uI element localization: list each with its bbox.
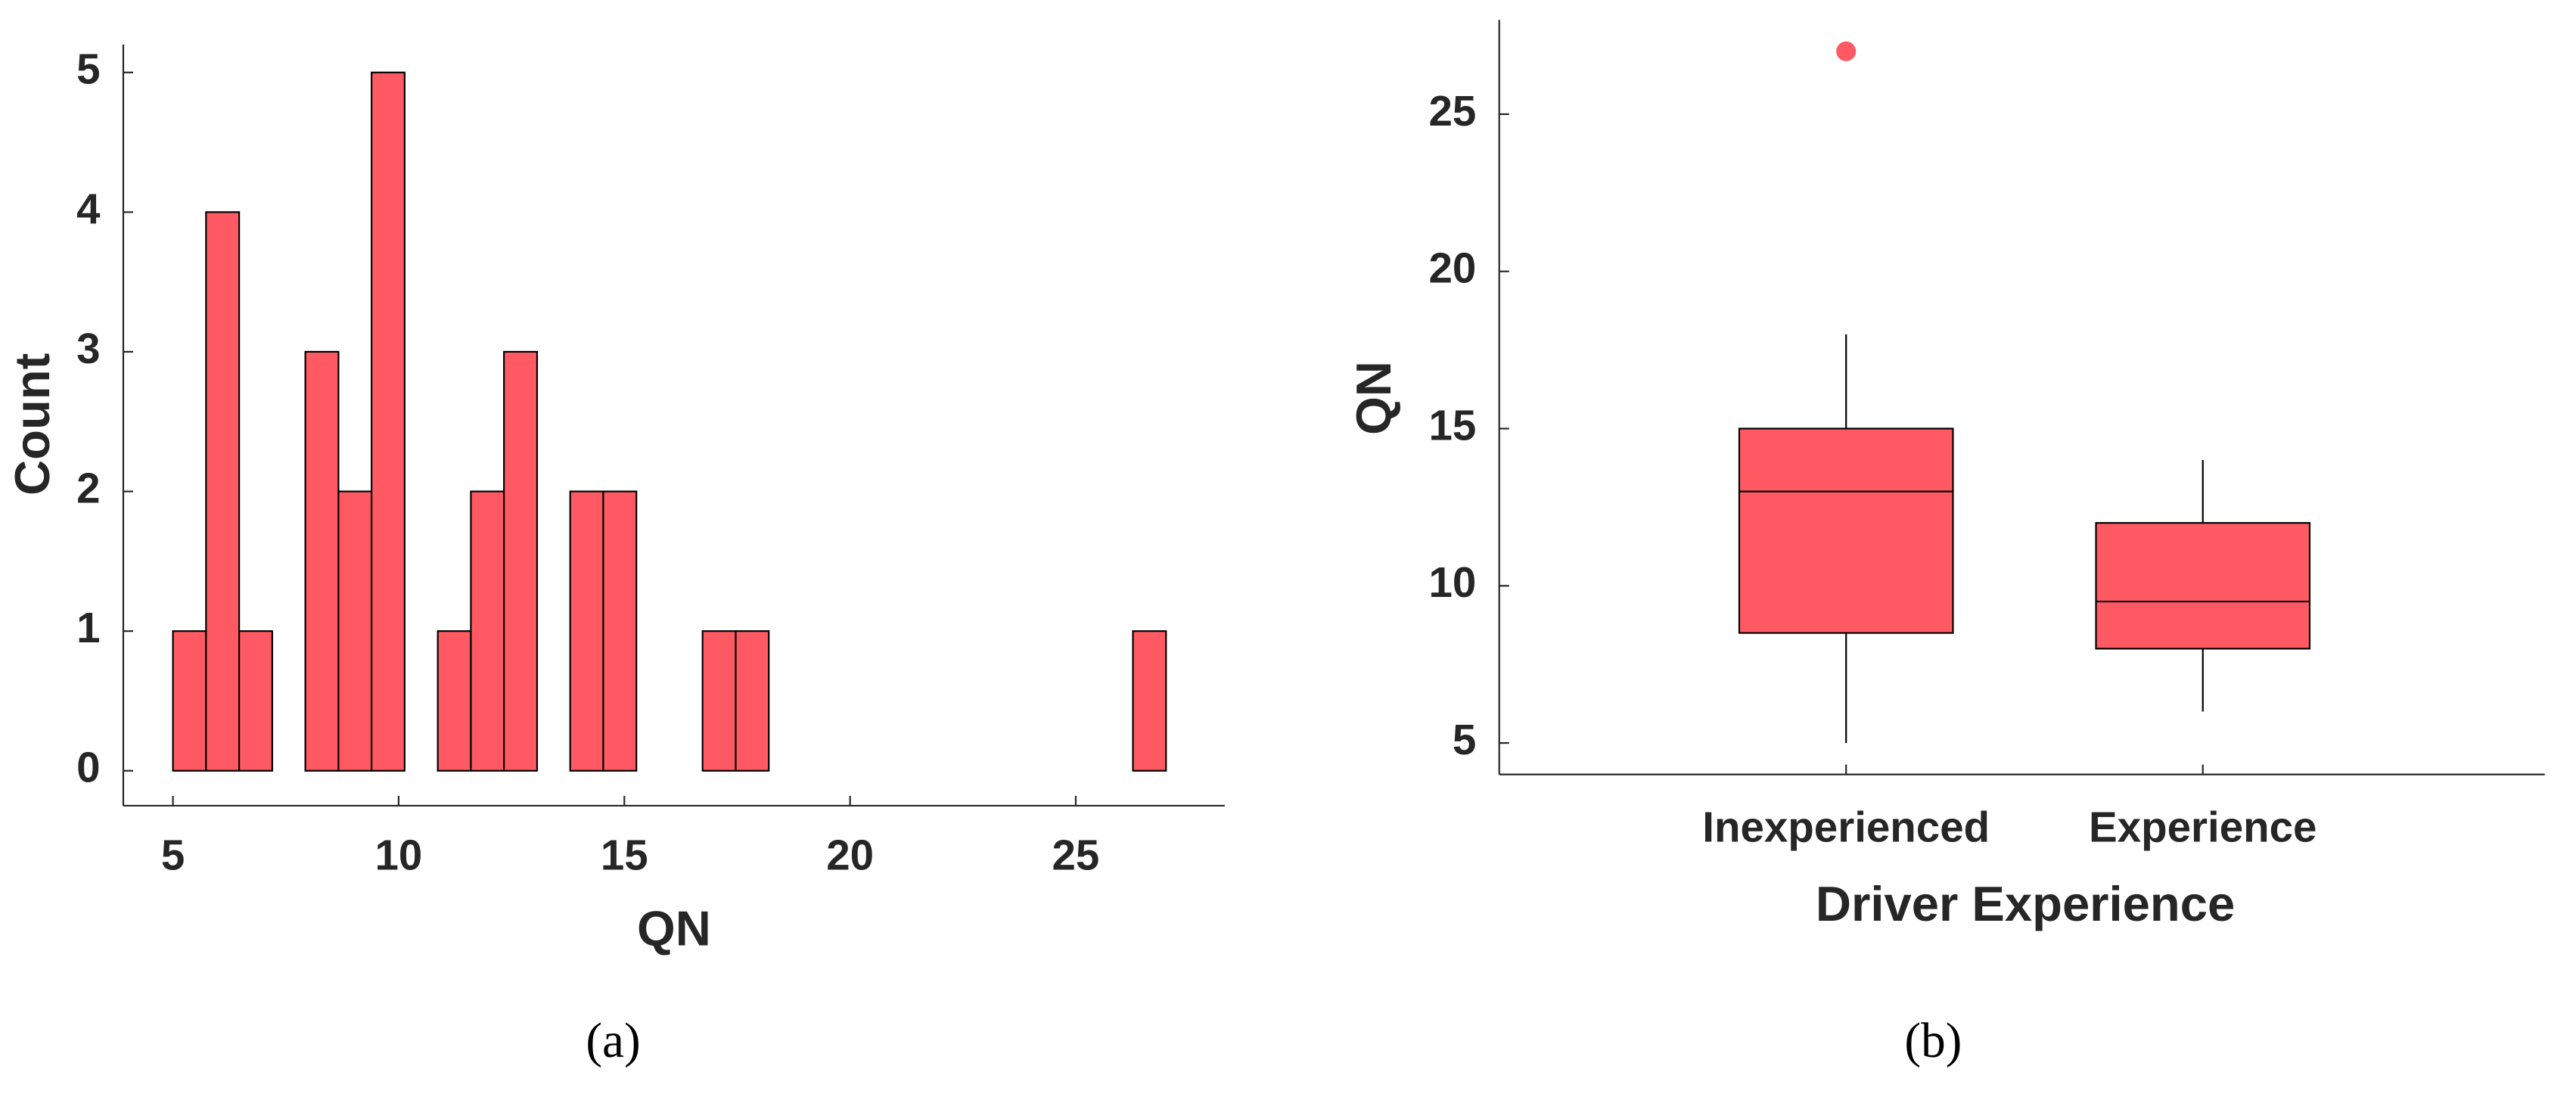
x-axis-label: Driver Experience — [1816, 876, 2235, 931]
bar — [701, 630, 737, 772]
y-tick-label: 5 — [1453, 716, 1476, 763]
y-tick-label: 5 — [76, 45, 100, 93]
x-tick-label: 5 — [161, 831, 185, 878]
bar — [172, 630, 207, 772]
y-tick-label: 1 — [76, 604, 100, 651]
bar — [437, 630, 472, 772]
y-tick-label: 3 — [76, 325, 100, 372]
y-tick-label: 10 — [1428, 558, 1476, 606]
y-axis-label: Count — [5, 353, 60, 496]
x-tick-label: 20 — [826, 831, 874, 878]
y-tick-label: 0 — [76, 744, 100, 791]
bar — [602, 490, 638, 772]
bar — [371, 71, 406, 772]
bar — [205, 211, 241, 772]
box — [1738, 427, 1954, 634]
x-tick-label: 10 — [375, 831, 423, 878]
box — [2095, 522, 2311, 650]
x-axis-label: QN — [637, 900, 711, 956]
y-axis-label: QN — [1346, 361, 1401, 435]
x-tick-label: Experience — [2089, 803, 2317, 850]
caption: (a) — [586, 1014, 640, 1068]
bar — [304, 350, 340, 772]
bar — [569, 490, 604, 772]
bar — [337, 490, 373, 772]
bar — [503, 350, 539, 772]
x-tick-label: Inexperienced — [1702, 803, 1990, 850]
outlier — [1836, 41, 1857, 61]
bar — [735, 630, 770, 772]
caption: (b) — [1904, 1014, 1962, 1068]
y-tick-label: 4 — [76, 185, 101, 232]
y-tick-label: 15 — [1428, 401, 1476, 449]
y-tick-label: 20 — [1428, 244, 1476, 292]
y-tick-label: 25 — [1428, 87, 1476, 135]
x-tick-label: 15 — [601, 831, 648, 878]
x-tick-label: 25 — [1052, 831, 1100, 878]
bar — [238, 630, 273, 772]
bar — [470, 490, 505, 772]
bar — [1132, 630, 1167, 772]
y-tick-label: 2 — [76, 464, 100, 511]
